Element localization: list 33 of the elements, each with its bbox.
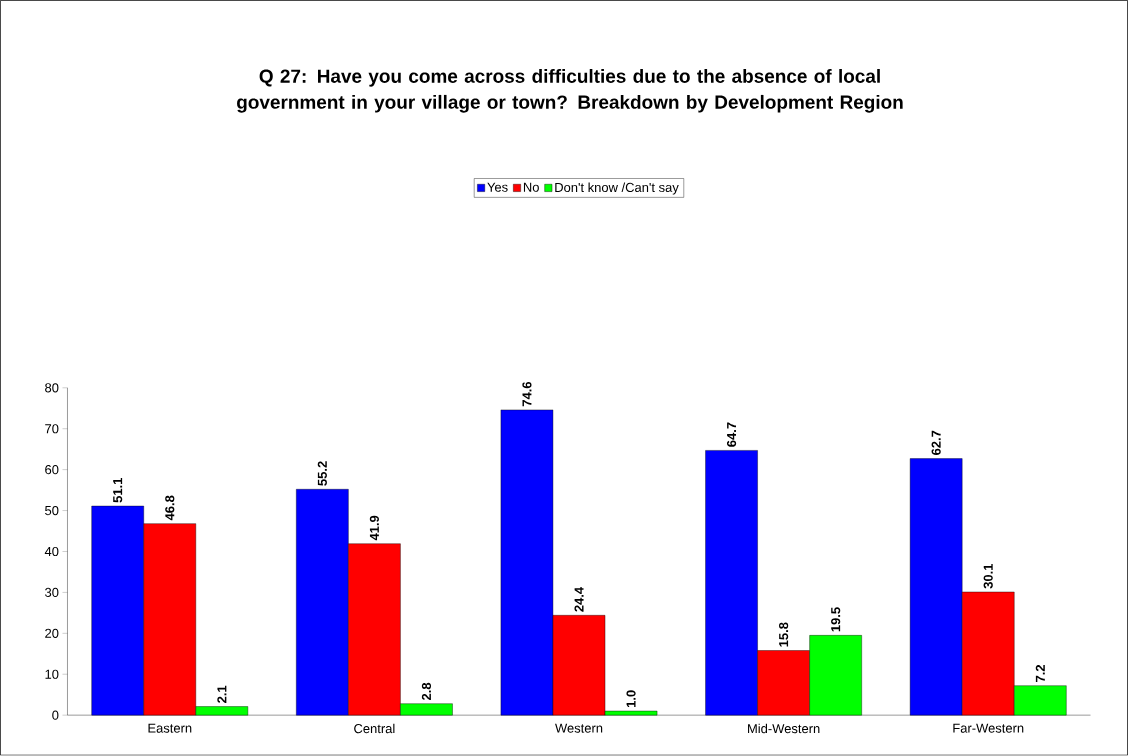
data-label: 51.1 [113, 478, 123, 503]
legend-label: No [523, 182, 539, 192]
data-label: 62.7 [931, 430, 941, 456]
x-tick-label: Far-Western [953, 723, 1024, 733]
data-label: 1.0 [626, 690, 636, 708]
y-tick-label: 10 [45, 669, 59, 680]
x-tick-label: Mid-Western [748, 723, 820, 734]
y-tick-label: 70 [45, 424, 59, 434]
legend-label: Don't know /Can't say [555, 182, 679, 195]
chart-title: Q 27: Have you come across difficulties due to the absence of local government in your village or town? Breakdown by Development Region [237, 69, 903, 113]
data-label: 2.8 [421, 683, 432, 701]
data-label: 41.9 [369, 515, 379, 541]
data-label: 46.8 [165, 495, 175, 521]
data-label: 7.2 [1035, 665, 1045, 683]
y-tick-label: 0 [52, 710, 59, 720]
data-label: 19.5 [831, 607, 841, 632]
data-label: 74.6 [522, 382, 532, 407]
x-tick-label: Central [354, 723, 395, 734]
data-label: 24.4 [574, 587, 584, 612]
y-tick-label: 40 [44, 547, 59, 557]
data-label: 64.7 [726, 422, 737, 447]
data-label: 30.1 [983, 564, 993, 589]
legend-label: Yes [487, 182, 508, 192]
data-label: 55.2 [317, 461, 327, 486]
y-tick-label: 60 [45, 465, 59, 475]
x-tick-label: Eastern [148, 723, 192, 733]
y-tick-label: 50 [45, 506, 59, 516]
data-label: 15.8 [779, 622, 789, 647]
y-tick-label: 20 [45, 628, 59, 639]
x-tick-label: Western [555, 723, 603, 733]
y-tick-label: 80 [45, 383, 59, 393]
y-tick-label: 30 [45, 588, 59, 598]
data-label: 2.1 [217, 685, 227, 704]
